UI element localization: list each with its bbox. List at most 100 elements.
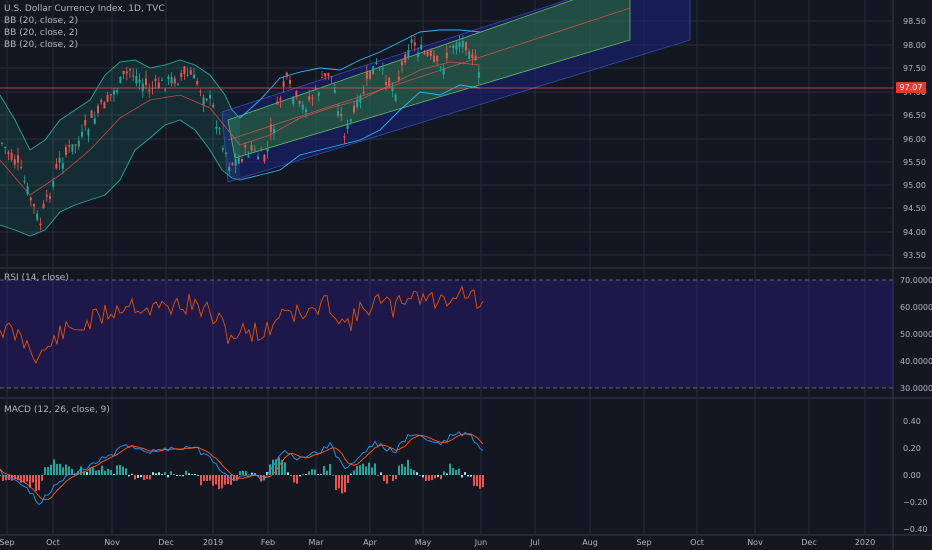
macd-histogram-bar: [263, 475, 265, 481]
candle-body: [84, 120, 87, 126]
macd-histogram-bar: [470, 475, 472, 477]
macd-histogram-bar: [92, 467, 94, 475]
macd-histogram-bar: [203, 475, 205, 482]
macd-histogram-bar: [5, 475, 7, 481]
candle-body: [167, 76, 170, 79]
macd-histogram-bar: [371, 467, 373, 475]
candle-body: [353, 105, 355, 113]
candle-body: [413, 42, 416, 46]
macd-histogram-bar: [65, 464, 67, 475]
bb-indicator-label-3[interactable]: BB (20, close, 2): [4, 40, 79, 50]
x-axis-label: Sep: [636, 538, 651, 547]
macd-histogram-bar: [137, 475, 139, 478]
macd-histogram-bar: [272, 459, 274, 475]
candle-body: [337, 111, 339, 116]
candle-body: [269, 124, 272, 133]
rsi-band: [0, 280, 893, 388]
candle-body: [295, 91, 298, 97]
candle-body: [260, 150, 263, 152]
candle-body: [125, 71, 128, 74]
candle-body: [122, 71, 125, 75]
macd-histogram-bar: [455, 469, 457, 475]
candle-body: [228, 166, 231, 171]
macd-histogram-bar: [200, 475, 202, 486]
macd-histogram-bar: [449, 463, 451, 475]
macd-histogram-bar: [329, 463, 331, 475]
macd-indicator-label[interactable]: MACD (12, 26, close, 9): [4, 405, 110, 415]
macd-histogram-bar: [332, 474, 334, 476]
macd-axis-label: −0.20: [903, 498, 928, 507]
macd-histogram-bar: [374, 463, 376, 475]
macd-histogram-bar: [314, 469, 316, 475]
bb-indicator-label-1[interactable]: BB (20, close, 2): [4, 16, 79, 26]
candle-body: [157, 82, 160, 88]
candle-body: [426, 51, 429, 56]
macd-histogram-bar: [68, 466, 70, 475]
macd-histogram-bar: [323, 466, 325, 475]
macd-histogram-bar: [308, 471, 310, 475]
candle-body: [301, 104, 304, 110]
macd-histogram-bar: [179, 475, 181, 476]
macd-histogram-bar: [149, 475, 151, 480]
candle-body: [183, 66, 186, 75]
macd-histogram-bar: [299, 475, 301, 477]
macd-histogram-bar: [269, 464, 271, 475]
last-price-tag: 97.07: [896, 82, 926, 93]
candle-body: [343, 136, 346, 138]
macd-histogram-bar: [116, 465, 118, 475]
macd-histogram-bar: [431, 475, 433, 481]
candle-body: [273, 128, 275, 133]
macd-histogram-bar: [287, 472, 289, 475]
macd-histogram-bar: [110, 470, 112, 475]
macd-histogram-bar: [86, 472, 88, 475]
macd-histogram-bar: [23, 475, 25, 483]
x-axis-label: Sep: [0, 538, 15, 547]
candle-body: [397, 76, 400, 80]
macd-histogram-bar: [2, 475, 4, 481]
macd-histogram-bar: [407, 459, 409, 475]
bollinger-upper: [239, 29, 481, 119]
macd-histogram-bar: [113, 473, 115, 475]
candle-body: [359, 95, 362, 103]
macd-histogram-bar: [11, 475, 13, 481]
candle-body: [177, 83, 179, 85]
candle-body: [292, 96, 295, 104]
x-axis-label: Nov: [104, 538, 120, 547]
macd-histogram-bar: [131, 473, 133, 475]
candle-body: [10, 152, 13, 160]
candle-body: [93, 118, 96, 124]
candle-body: [138, 79, 141, 83]
candle-body: [199, 91, 202, 93]
bb-indicator-label-2[interactable]: BB (20, close, 2): [4, 28, 79, 38]
candle-body: [42, 203, 45, 209]
candle-body: [202, 97, 205, 105]
macd-histogram-bar: [194, 473, 196, 475]
macd-histogram-bar: [26, 475, 28, 482]
macd-histogram-bar: [32, 475, 34, 483]
macd-histogram-bar: [191, 474, 193, 475]
candle-body: [29, 197, 32, 201]
candle-body: [417, 52, 419, 57]
macd-histogram-bar: [440, 475, 442, 480]
x-axis-label: Mar: [308, 538, 324, 547]
macd-histogram-bar: [197, 475, 199, 476]
macd-histogram-bar: [155, 473, 157, 475]
macd-histogram-bar: [473, 475, 475, 486]
macd-histogram-bar: [281, 459, 283, 475]
candle-body: [148, 89, 151, 92]
candle-body: [17, 155, 19, 163]
macd-histogram-bar: [77, 471, 79, 475]
macd-histogram-bar: [392, 475, 394, 482]
macd-histogram-bar: [413, 470, 415, 475]
macd-histogram-bar: [125, 468, 127, 475]
macd-histogram-bar: [182, 475, 184, 477]
candle-body: [36, 213, 39, 220]
rsi-indicator-label[interactable]: RSI (14, close): [4, 273, 69, 283]
macd-histogram-bar: [134, 475, 136, 480]
macd-histogram-bar: [317, 474, 319, 475]
macd-signal-line: [0, 433, 484, 501]
macd-histogram-bar: [293, 475, 295, 483]
candle-body: [145, 78, 147, 86]
